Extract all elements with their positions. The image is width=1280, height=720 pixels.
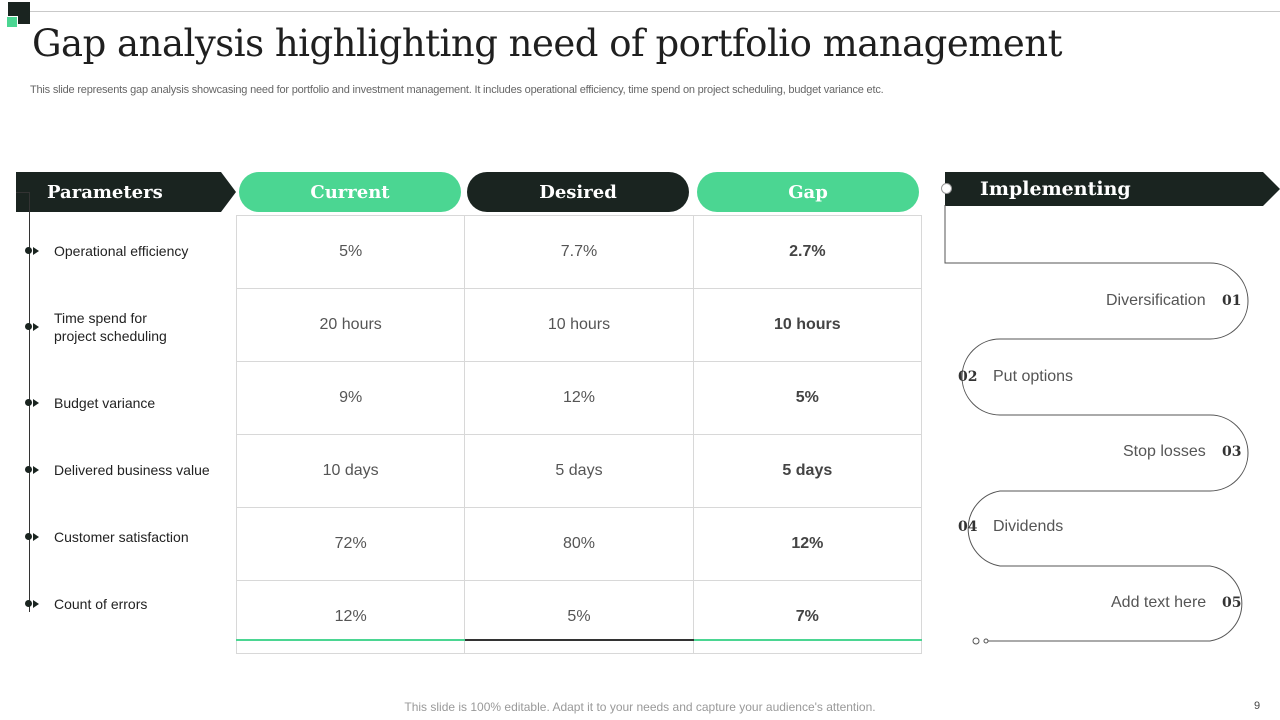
table-row: 10 days 5 days 5 days <box>235 434 923 508</box>
gap-table: 5% 7.7% 2.7% 20 hours 10 hours 10 hours … <box>235 215 923 654</box>
step-label: Add text here <box>1111 594 1207 611</box>
step-label: Diversification <box>1106 292 1206 309</box>
step-number: 01 <box>1222 293 1242 309</box>
desired-cell: 7.7% <box>464 215 694 289</box>
slide-title: Gap analysis highlighting need of portfo… <box>32 22 1062 65</box>
bullet-dot-icon <box>25 466 32 473</box>
gap-cell: 5% <box>692 361 923 435</box>
params-connector <box>16 192 30 193</box>
current-cell: 5% <box>235 215 466 289</box>
desired-header: Desired <box>467 172 689 212</box>
gap-cell: 5 days <box>692 434 923 508</box>
bullet-arrow-icon <box>33 247 39 255</box>
gap-cell: 10 hours <box>692 288 923 362</box>
bullet-dot-icon <box>25 600 32 607</box>
parameter-label: Count of errors <box>54 596 148 612</box>
parameter-item: Budget variance <box>20 383 230 423</box>
parameter-label: Customer satisfaction <box>54 529 189 545</box>
parameter-label: Time spend for project scheduling <box>54 310 167 344</box>
implementing-header: Implementing <box>945 172 1280 206</box>
step-label: Dividends <box>993 518 1064 535</box>
desired-cell: 80% <box>464 507 694 581</box>
gap-cell: 12% <box>692 507 923 581</box>
parameter-label: Operational efficiency <box>54 243 189 259</box>
table-row: 72% 80% 12% <box>235 507 923 581</box>
table-row: 9% 12% 5% <box>235 361 923 435</box>
table-row: 12% 5% 7% <box>235 580 923 654</box>
step-label: Stop losses <box>1123 443 1206 460</box>
parameter-label: Budget variance <box>54 395 156 411</box>
parameters-header: Parameters <box>16 172 236 212</box>
current-cell: 20 hours <box>235 288 466 362</box>
corner-accent <box>6 16 18 28</box>
parameter-item: Delivered business value <box>20 450 230 490</box>
current-header: Current <box>239 172 461 212</box>
gap-cell: 7% <box>692 580 923 654</box>
bullet-dot-icon <box>25 247 32 254</box>
step-number: 02 <box>958 369 978 385</box>
gap-underline <box>694 639 922 641</box>
step-number: 04 <box>958 519 978 535</box>
current-cell: 12% <box>235 580 466 654</box>
current-cell: 9% <box>235 361 466 435</box>
parameter-item: Operational efficiency <box>20 231 230 271</box>
implementing-path <box>944 205 1249 645</box>
parameter-item: Time spend for project scheduling <box>20 307 230 347</box>
current-cell: 10 days <box>235 434 466 508</box>
page-number: 9 <box>1254 700 1261 712</box>
bullet-arrow-icon <box>33 399 39 407</box>
parameter-item: Count of errors <box>20 584 230 624</box>
parameter-label: Delivered business value <box>54 462 210 478</box>
desired-cell: 12% <box>464 361 694 435</box>
desired-cell: 5 days <box>464 434 694 508</box>
slide-subtitle: This slide represents gap analysis showc… <box>30 84 884 96</box>
bullet-arrow-icon <box>33 323 39 331</box>
step-number: 03 <box>1222 444 1242 460</box>
parameter-item: Customer satisfaction <box>20 517 230 557</box>
path-end-node-icon <box>983 638 989 644</box>
step-label: Put options <box>993 368 1074 385</box>
bullet-arrow-icon <box>33 533 39 541</box>
current-underline <box>236 639 465 641</box>
step-number: 05 <box>1222 595 1242 611</box>
bullet-arrow-icon <box>33 600 39 608</box>
implementing-node-icon <box>941 183 952 194</box>
table-row: 5% 7.7% 2.7% <box>235 215 923 289</box>
path-end-node-icon <box>972 637 980 645</box>
table-row: 20 hours 10 hours 10 hours <box>235 288 923 362</box>
footer-note: This slide is 100% editable. Adapt it to… <box>404 700 876 714</box>
gap-cell: 2.7% <box>692 215 923 289</box>
desired-cell: 5% <box>464 580 694 654</box>
current-cell: 72% <box>235 507 466 581</box>
desired-cell: 10 hours <box>464 288 694 362</box>
desired-underline <box>465 639 694 641</box>
bullet-dot-icon <box>25 323 32 330</box>
gap-header: Gap <box>697 172 919 212</box>
bullet-arrow-icon <box>33 466 39 474</box>
bullet-dot-icon <box>25 399 32 406</box>
top-divider <box>30 11 1280 12</box>
bullet-dot-icon <box>25 533 32 540</box>
